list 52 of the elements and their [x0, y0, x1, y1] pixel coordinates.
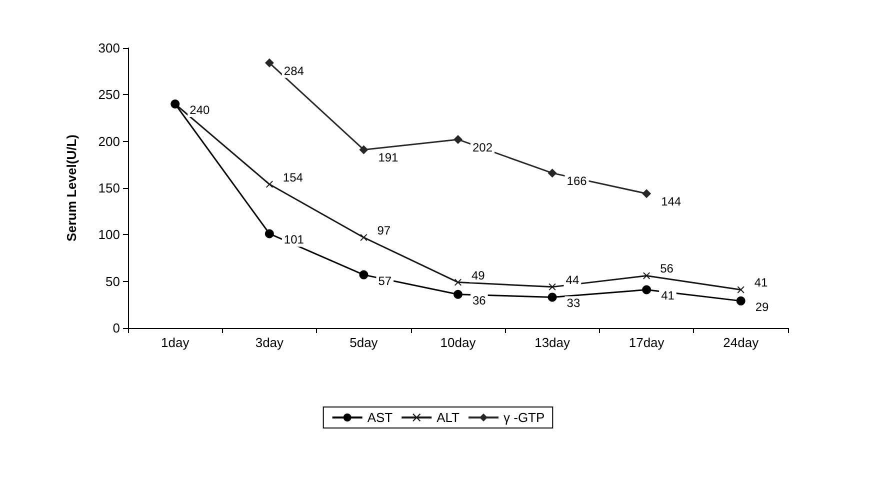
data-label: 240 — [190, 103, 210, 117]
point — [548, 168, 557, 178]
x-tick-label: 3day — [255, 335, 284, 350]
point — [454, 134, 462, 144]
data-label: 166 — [566, 174, 588, 188]
point — [454, 290, 462, 299]
legend-label: γ -GTP — [504, 410, 545, 425]
point — [360, 234, 368, 241]
data-label: 57 — [378, 274, 392, 288]
point — [264, 58, 274, 68]
x-tick-label: 13day — [534, 335, 570, 350]
data-label: 56 — [660, 262, 674, 276]
y-tick-label: 0 — [112, 320, 120, 336]
y-tick-label: 100 — [98, 227, 120, 242]
x-tick-label: 5day — [350, 335, 378, 350]
data-label: 284 — [284, 64, 304, 78]
data-label: 44 — [566, 272, 580, 287]
point — [548, 292, 557, 302]
point — [642, 285, 652, 294]
y-tick-label: 250 — [98, 87, 120, 102]
x-tick-label: 24day — [723, 335, 760, 350]
data-label: 97 — [377, 223, 391, 238]
legend-label: AST — [367, 410, 393, 425]
point — [359, 270, 368, 280]
data-label: 41 — [661, 288, 675, 303]
point — [359, 145, 368, 154]
x-tick-label: 17day — [628, 335, 665, 350]
point — [264, 229, 274, 238]
y-tick-label: 50 — [106, 274, 120, 289]
data-label: 41 — [754, 276, 768, 290]
point — [643, 272, 650, 280]
data-label: 202 — [472, 140, 493, 154]
data-label: 29 — [755, 300, 770, 314]
point — [548, 283, 556, 290]
data-label: 49 — [472, 268, 486, 282]
data-label: 33 — [566, 296, 580, 310]
point — [736, 296, 746, 306]
point — [642, 189, 652, 198]
point — [266, 180, 273, 188]
y-tick-label: 200 — [98, 134, 120, 149]
y-axis-title: Serum Level(U/L) — [64, 134, 79, 242]
legend-label: ALT — [436, 410, 460, 425]
data-label: 191 — [378, 150, 399, 165]
point — [737, 286, 744, 294]
data-label: 101 — [284, 232, 304, 247]
data-label: 144 — [661, 194, 682, 209]
x-tick-label: 1day — [161, 335, 190, 350]
data-label: 154 — [282, 170, 304, 184]
x-tick-label: 10day — [440, 335, 476, 350]
y-tick-label: 300 — [98, 40, 120, 56]
y-tick-label: 150 — [98, 180, 120, 196]
data-label: 36 — [472, 293, 486, 308]
